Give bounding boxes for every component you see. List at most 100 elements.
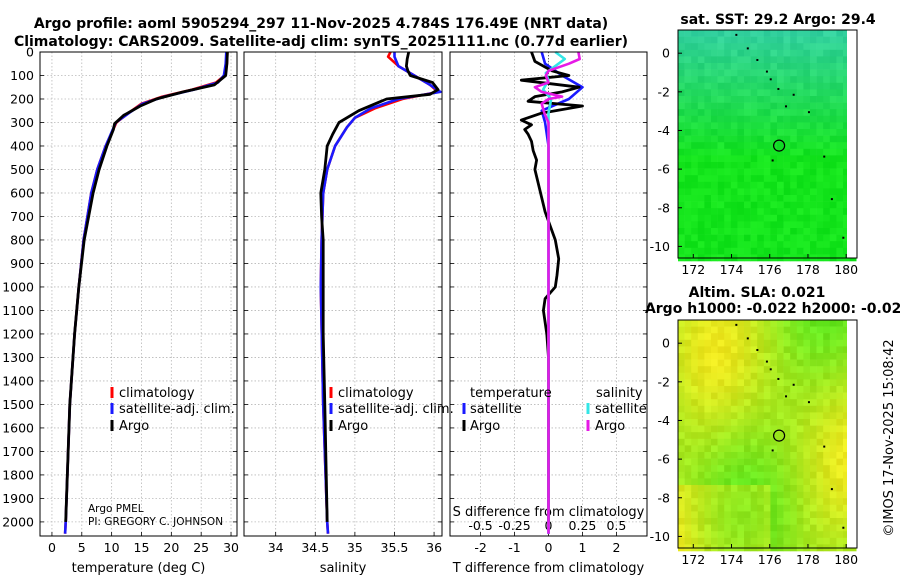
map-cell bbox=[691, 438, 699, 446]
map-cell bbox=[829, 109, 837, 117]
map-cell bbox=[836, 36, 844, 44]
map-cell bbox=[730, 531, 738, 539]
map-cell bbox=[810, 445, 817, 453]
map-cell bbox=[724, 82, 732, 90]
map-cell bbox=[783, 195, 791, 202]
map-cell bbox=[684, 386, 692, 393]
map-cell bbox=[724, 432, 732, 440]
y-tick-label: 1600 bbox=[2, 420, 34, 435]
map-cell bbox=[783, 221, 791, 229]
map-cell bbox=[816, 142, 824, 150]
map-cell bbox=[697, 504, 705, 512]
map-cell bbox=[836, 247, 844, 255]
map-cell bbox=[711, 175, 718, 183]
map-cell bbox=[697, 333, 705, 341]
map-cell bbox=[730, 478, 738, 486]
map-cell bbox=[763, 471, 771, 479]
map-cell bbox=[836, 491, 844, 499]
map-cell bbox=[684, 432, 692, 440]
map-cell bbox=[678, 511, 685, 519]
map-cell bbox=[770, 425, 778, 433]
map-cell bbox=[744, 326, 751, 334]
map-cell bbox=[737, 43, 745, 51]
map-cell bbox=[796, 228, 804, 235]
map-cell bbox=[763, 76, 771, 84]
map-cell bbox=[836, 195, 844, 202]
map-cell bbox=[717, 392, 725, 400]
map-cell bbox=[691, 333, 699, 341]
map-cell bbox=[750, 353, 758, 360]
map-cell bbox=[777, 518, 784, 525]
map-cell bbox=[717, 115, 725, 123]
map-cell bbox=[829, 386, 837, 393]
map-cell bbox=[691, 498, 699, 506]
map-cell bbox=[717, 366, 725, 374]
map-cell bbox=[737, 399, 745, 407]
map-cell bbox=[678, 458, 685, 466]
map-cell bbox=[711, 43, 718, 51]
map-cell bbox=[783, 405, 791, 413]
map-cell bbox=[737, 234, 745, 242]
map-cell bbox=[816, 465, 824, 473]
map-cell bbox=[810, 478, 817, 486]
map-cell bbox=[810, 511, 817, 519]
map-cell bbox=[836, 392, 844, 400]
map-cell bbox=[816, 405, 824, 413]
map-cell bbox=[783, 399, 791, 407]
map-cell bbox=[711, 109, 718, 117]
map-cell bbox=[816, 76, 824, 84]
map-cell bbox=[757, 412, 765, 420]
map-cell bbox=[704, 346, 712, 354]
map-cell bbox=[750, 425, 758, 433]
map-cell bbox=[763, 188, 771, 196]
map-y-tick-label: -2 bbox=[658, 374, 670, 389]
map-cell bbox=[737, 326, 745, 334]
map-cell bbox=[790, 518, 798, 525]
map-cell bbox=[843, 498, 850, 506]
map-cell bbox=[711, 498, 718, 506]
map-cell bbox=[836, 353, 844, 360]
map-cell bbox=[829, 452, 837, 459]
s-tick-label: -0.25 bbox=[498, 518, 530, 533]
map-cell bbox=[783, 465, 791, 473]
map-cell bbox=[810, 452, 817, 459]
map-cell bbox=[829, 359, 837, 367]
map-cell bbox=[783, 162, 791, 169]
map-cell bbox=[717, 372, 725, 380]
map-cell bbox=[770, 195, 778, 202]
map-cell bbox=[750, 142, 758, 150]
map-cell bbox=[697, 458, 705, 466]
map-cell bbox=[717, 537, 725, 545]
map-cell bbox=[843, 379, 850, 387]
map-cell bbox=[816, 63, 824, 70]
map-cell bbox=[770, 531, 778, 539]
map-cell bbox=[823, 511, 831, 519]
map-cell bbox=[691, 195, 699, 202]
map-cell bbox=[678, 399, 685, 407]
map-cell bbox=[770, 392, 778, 400]
map-cell bbox=[724, 30, 732, 37]
map-cell bbox=[730, 511, 738, 519]
map-cell bbox=[810, 471, 817, 479]
map-cell bbox=[697, 201, 705, 209]
map-cell bbox=[770, 419, 778, 426]
map-cell bbox=[717, 30, 725, 37]
map-cell bbox=[829, 228, 837, 235]
map-cell bbox=[684, 82, 692, 90]
island-dot bbox=[792, 93, 795, 96]
map-cell bbox=[790, 333, 798, 341]
map-cell bbox=[783, 247, 791, 255]
map-cell bbox=[711, 412, 718, 420]
map-cell bbox=[684, 339, 692, 347]
map-cell bbox=[704, 524, 712, 532]
map-cell bbox=[724, 142, 732, 150]
map-cell bbox=[691, 201, 699, 209]
map-cell bbox=[730, 96, 738, 103]
map-cell bbox=[790, 531, 798, 539]
map-cell bbox=[816, 122, 824, 130]
map-cell bbox=[750, 438, 758, 446]
map-cell bbox=[843, 135, 850, 143]
island-dot bbox=[785, 395, 788, 398]
map-cell bbox=[678, 56, 685, 64]
map-cell bbox=[717, 69, 725, 77]
